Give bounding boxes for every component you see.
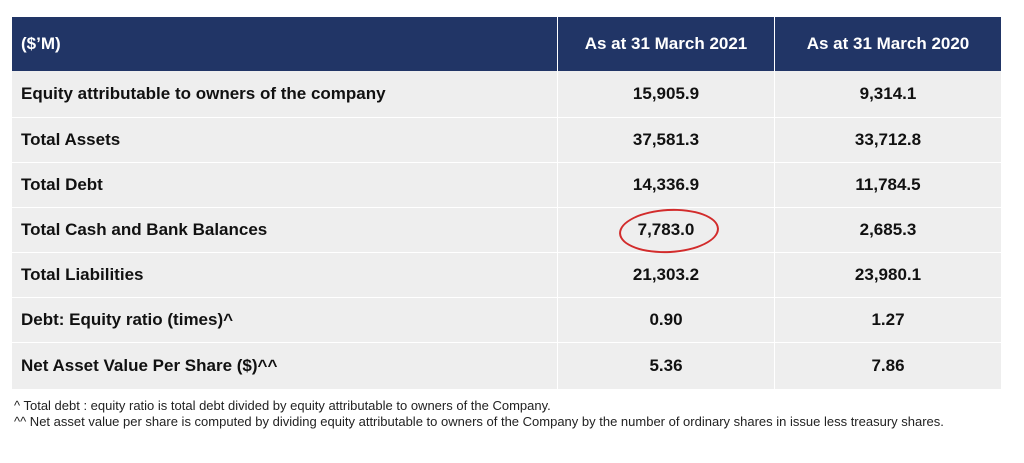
header-2021: As at 31 March 2021: [557, 17, 774, 71]
table-row: Total Cash and Bank Balances 7,783.0 2,6…: [12, 206, 1001, 256]
table-row: Net Asset Value Per Share ($)^^ 5.36 7.8…: [12, 343, 1001, 390]
value-2020: 33,712.8: [774, 118, 1001, 162]
value-2021: 5.36: [557, 343, 774, 389]
value-2020: 2,685.3: [774, 208, 1001, 252]
footnote-nav-per-share: ^^ Net asset value per share is computed…: [14, 414, 944, 429]
row-label: Total Cash and Bank Balances: [12, 208, 557, 252]
table-row: Total Assets 37,581.3 33,712.8: [12, 118, 1001, 163]
header-2020: As at 31 March 2020: [774, 17, 1001, 71]
value-2020: 11,784.5: [774, 163, 1001, 207]
row-label: Total Liabilities: [12, 253, 557, 297]
value-2021-highlighted: 7,783.0: [557, 206, 774, 256]
value-2021: 15,905.9: [557, 71, 774, 117]
row-label: Debt: Equity ratio (times)^: [12, 298, 557, 342]
header-unit: ($’M): [21, 34, 61, 53]
row-label: Net Asset Value Per Share ($)^^: [12, 343, 557, 389]
value-2020: 23,980.1: [774, 253, 1001, 297]
footnotes: ^ Total debt : equity ratio is total deb…: [14, 398, 994, 430]
row-label: Total Assets: [12, 118, 557, 162]
table-header-row: ($’M) As at 31 March 2021 As at 31 March…: [12, 17, 1001, 71]
value-2021: 37,581.3: [557, 118, 774, 162]
value-text: 7,783.0: [637, 220, 695, 239]
value-2020: 7.86: [774, 343, 1001, 389]
footnote-debt-equity: ^ Total debt : equity ratio is total deb…: [14, 398, 551, 413]
row-label: Equity attributable to owners of the com…: [12, 71, 557, 117]
table-row: Total Debt 14,336.9 11,784.5: [12, 163, 1001, 208]
value-2021: 0.90: [557, 298, 774, 342]
value-2020: 9,314.1: [774, 71, 1001, 117]
value-2021: 14,336.9: [557, 163, 774, 207]
row-label: Total Debt: [12, 163, 557, 207]
table-row: Debt: Equity ratio (times)^ 0.90 1.27: [12, 298, 1001, 343]
table-row: Total Liabilities 21,303.2 23,980.1: [12, 253, 1001, 298]
value-2020: 1.27: [774, 298, 1001, 342]
value-2021: 21,303.2: [557, 253, 774, 297]
table-row: Equity attributable to owners of the com…: [12, 71, 1001, 118]
highlighted-value: 7,783.0: [617, 206, 720, 256]
financial-table: ($’M) As at 31 March 2021 As at 31 March…: [12, 17, 1001, 390]
